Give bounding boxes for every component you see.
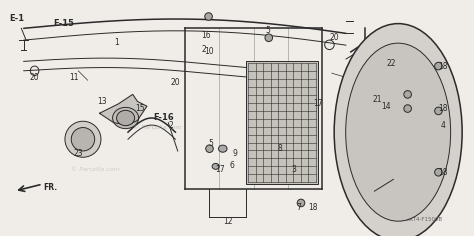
Text: © Partzilla.com: © Partzilla.com xyxy=(133,125,182,130)
Text: 5: 5 xyxy=(209,139,213,148)
Text: E-1: E-1 xyxy=(9,14,24,23)
Text: 4: 4 xyxy=(441,121,446,130)
Text: 13: 13 xyxy=(97,97,107,106)
Text: 6: 6 xyxy=(230,161,235,170)
Text: F-16: F-16 xyxy=(153,114,174,122)
Text: 2: 2 xyxy=(201,45,206,54)
Text: 18: 18 xyxy=(438,62,448,71)
Text: 18: 18 xyxy=(308,203,318,212)
Ellipse shape xyxy=(117,110,135,126)
Text: 18: 18 xyxy=(438,168,448,177)
Text: 14: 14 xyxy=(382,102,391,111)
Ellipse shape xyxy=(212,163,219,169)
Text: 10: 10 xyxy=(204,47,213,56)
Text: 11: 11 xyxy=(69,73,78,82)
Ellipse shape xyxy=(334,24,462,236)
Ellipse shape xyxy=(112,107,138,129)
Circle shape xyxy=(265,34,273,42)
Text: 23: 23 xyxy=(73,149,83,158)
Text: 8: 8 xyxy=(277,144,282,153)
Text: 20: 20 xyxy=(30,73,39,82)
Text: 17: 17 xyxy=(216,165,225,174)
Text: FR.: FR. xyxy=(44,183,58,192)
Circle shape xyxy=(435,169,442,176)
Text: 1: 1 xyxy=(114,38,118,47)
Circle shape xyxy=(71,127,95,151)
Text: E-15: E-15 xyxy=(54,19,74,28)
Text: 20: 20 xyxy=(171,78,180,87)
Text: 12: 12 xyxy=(223,217,232,226)
Circle shape xyxy=(205,13,212,20)
Ellipse shape xyxy=(219,145,227,152)
Text: 7: 7 xyxy=(296,203,301,212)
Text: GRT4-F1500B: GRT4-F1500B xyxy=(406,217,443,222)
Bar xyxy=(246,61,318,184)
Text: 18: 18 xyxy=(438,104,448,113)
Text: 2: 2 xyxy=(168,121,173,130)
Circle shape xyxy=(435,62,442,70)
Circle shape xyxy=(297,199,305,207)
Text: 20: 20 xyxy=(329,33,339,42)
Text: © Partzilla.com: © Partzilla.com xyxy=(71,167,120,173)
Text: 16: 16 xyxy=(201,31,211,40)
Text: 22: 22 xyxy=(386,59,396,68)
Text: 3: 3 xyxy=(292,165,296,174)
Text: 9: 9 xyxy=(232,149,237,158)
Text: 17: 17 xyxy=(313,99,322,108)
Text: 15: 15 xyxy=(135,104,145,113)
Ellipse shape xyxy=(346,43,451,221)
Circle shape xyxy=(404,91,411,98)
Text: 21: 21 xyxy=(372,95,382,104)
Circle shape xyxy=(65,121,101,157)
Circle shape xyxy=(404,105,411,112)
Text: 5: 5 xyxy=(265,26,270,35)
Polygon shape xyxy=(100,94,147,125)
Circle shape xyxy=(435,107,442,115)
Circle shape xyxy=(206,145,213,152)
